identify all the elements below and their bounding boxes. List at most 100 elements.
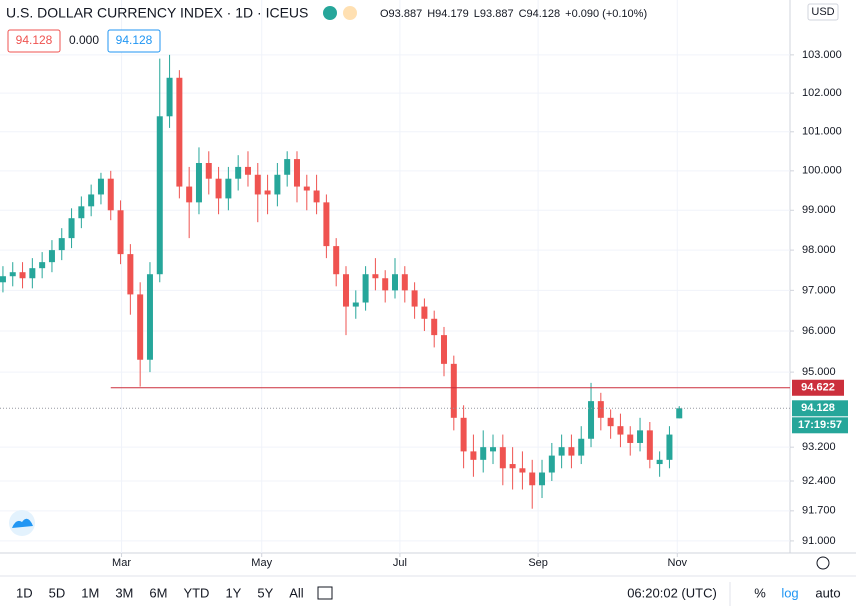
- candle-body: [646, 430, 653, 460]
- settings-icon[interactable]: [816, 556, 830, 570]
- candle-body: [284, 159, 291, 175]
- candle-body: [48, 250, 55, 263]
- range-button[interactable]: 1Y: [225, 585, 241, 600]
- range-button[interactable]: 1D: [16, 585, 33, 600]
- candle-body: [656, 459, 663, 465]
- candle-body: [588, 401, 595, 439]
- candle-body: [382, 278, 389, 291]
- candle-body: [431, 318, 438, 336]
- candle-body: [607, 417, 614, 427]
- candle-body: [637, 430, 644, 443]
- range-button[interactable]: YTD: [183, 585, 209, 600]
- range-button[interactable]: 3M: [115, 585, 133, 600]
- logo-icon: [12, 518, 33, 528]
- level-label: 94.622: [801, 382, 835, 394]
- log-toggle[interactable]: log: [781, 585, 798, 600]
- candle-body: [372, 274, 379, 279]
- y-tick-label: 91.000: [802, 535, 836, 547]
- candle-body: [352, 302, 359, 307]
- range-button[interactable]: 6M: [149, 585, 167, 600]
- candle-body: [146, 274, 153, 360]
- candle-body: [450, 363, 457, 418]
- range-button[interactable]: 5Y: [257, 585, 273, 600]
- candle-body: [166, 77, 173, 117]
- candle-body: [78, 206, 85, 219]
- candle-body: [401, 274, 408, 291]
- candle-body: [411, 290, 418, 307]
- price-box: [7, 29, 61, 53]
- candle-body: [509, 464, 516, 469]
- x-tick-label: May: [251, 557, 272, 569]
- currency-box[interactable]: [807, 3, 839, 21]
- candle-body: [205, 163, 212, 179]
- candle-body: [323, 202, 330, 247]
- x-tick-label: Sep: [528, 557, 548, 569]
- countdown-bg: [792, 417, 848, 434]
- currency: USD: [811, 6, 834, 18]
- auto-toggle[interactable]: auto: [815, 585, 840, 600]
- candle-body: [627, 434, 634, 443]
- candle-body: [519, 468, 526, 473]
- y-tick-label: 91.700: [802, 505, 836, 517]
- candle-body: [186, 186, 193, 203]
- candle-body: [225, 178, 232, 199]
- delay-dot: [343, 6, 357, 20]
- date-range-icon[interactable]: [317, 586, 333, 600]
- last-price-label: 94.128: [801, 402, 835, 414]
- y-tick-label: 101.000: [802, 126, 842, 138]
- candle-body: [0, 276, 6, 283]
- price-box-text: 94.128: [16, 33, 53, 47]
- candle-body: [362, 274, 369, 303]
- candle-body: [421, 306, 428, 319]
- y-tick-label: 98.000: [802, 244, 836, 256]
- candle-body: [568, 447, 575, 456]
- range-button[interactable]: 1M: [81, 585, 99, 600]
- candle-body: [529, 472, 536, 486]
- candle-body: [176, 77, 183, 187]
- candle-body: [313, 190, 320, 203]
- y-tick-label: 103.000: [802, 49, 842, 61]
- clock: 06:20:02 (UTC): [627, 585, 717, 600]
- ohlc-value: +0.090 (+0.10%): [565, 8, 647, 20]
- candle-body: [499, 447, 506, 469]
- percent-toggle[interactable]: %: [754, 585, 766, 600]
- x-tick-label: Jul: [393, 557, 407, 569]
- candle-body: [19, 272, 26, 279]
- y-tick-label: 102.000: [802, 87, 842, 99]
- candle-body: [480, 447, 487, 460]
- candle-body: [539, 472, 546, 486]
- candle-body: [29, 268, 36, 279]
- candle-body: [303, 186, 310, 191]
- candle-body: [58, 238, 65, 251]
- x-tick-label: Nov: [668, 557, 688, 569]
- candle-body: [88, 194, 95, 207]
- candle-body: [235, 166, 242, 179]
- candle-body: [441, 335, 448, 364]
- candle-body: [156, 116, 163, 275]
- candle-body: [274, 174, 281, 195]
- candle-body: [215, 178, 222, 199]
- candle-body: [117, 210, 124, 255]
- level-label-bg: [792, 379, 844, 396]
- candle-body: [195, 163, 202, 203]
- y-tick-label: 100.000: [802, 165, 842, 177]
- candle-body: [490, 447, 497, 452]
- y-tick-label: 95.000: [802, 366, 836, 378]
- candle-body: [558, 447, 565, 456]
- candle-body: [137, 294, 144, 360]
- range-button[interactable]: 5D: [49, 585, 66, 600]
- candle-body: [578, 438, 585, 456]
- ohlc-value: H94.179: [427, 8, 469, 20]
- candle-body: [460, 417, 467, 452]
- price-box-text: 0.000: [69, 33, 99, 47]
- status-dot: [323, 6, 337, 20]
- candle-body: [392, 274, 398, 291]
- range-button[interactable]: All: [289, 585, 304, 600]
- price-box-text: 94.128: [116, 33, 153, 47]
- candle-body: [68, 218, 75, 239]
- ohlc-value: L93.887: [474, 8, 514, 20]
- candle-body: [617, 426, 624, 435]
- y-tick-label: 99.000: [802, 204, 836, 216]
